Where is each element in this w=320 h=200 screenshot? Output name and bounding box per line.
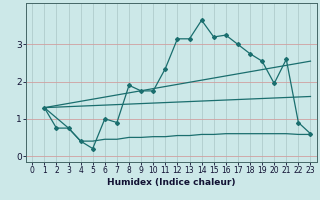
X-axis label: Humidex (Indice chaleur): Humidex (Indice chaleur) [107,178,236,187]
